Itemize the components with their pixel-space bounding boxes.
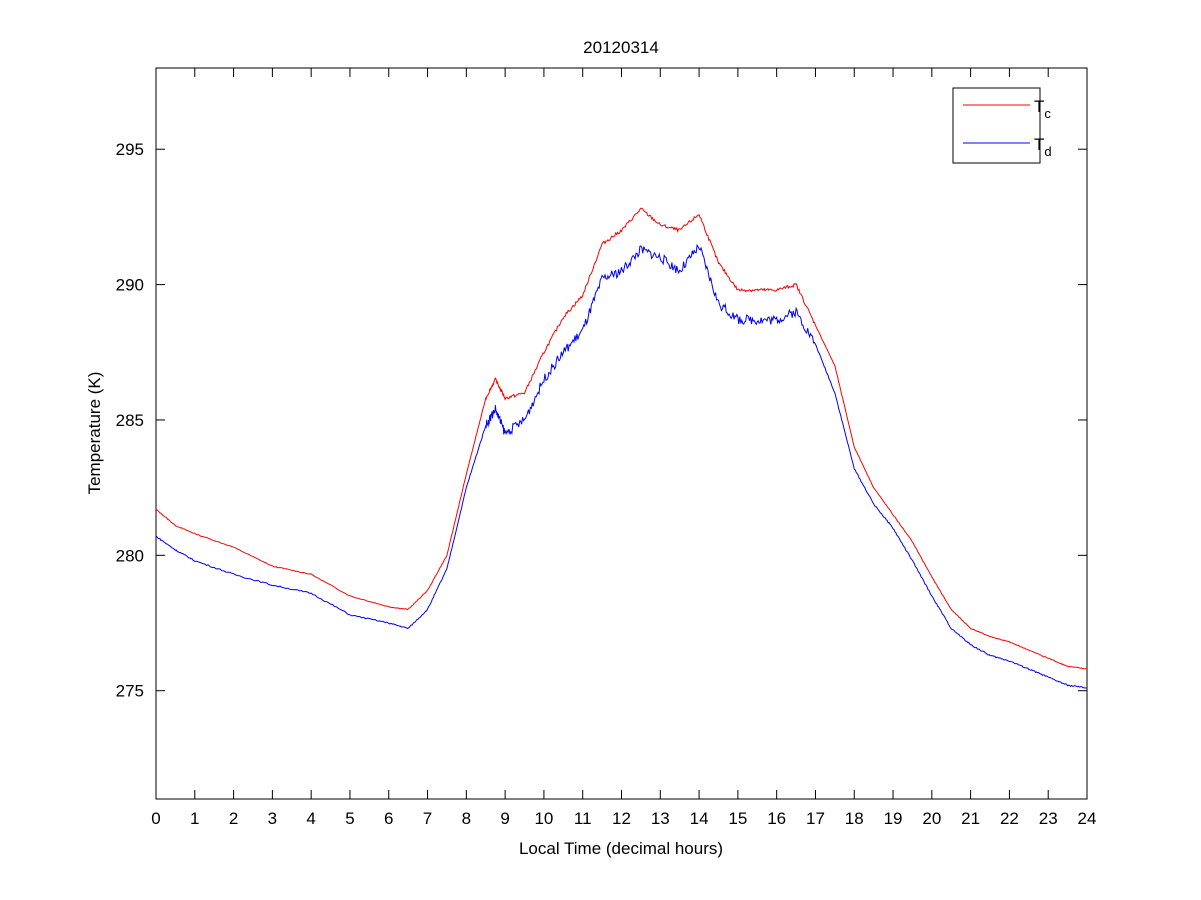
- x-tick-label: 3: [268, 809, 277, 828]
- x-tick-label: 9: [500, 809, 509, 828]
- x-tick-label: 18: [845, 809, 864, 828]
- x-tick-label: 8: [462, 809, 471, 828]
- x-tick-label: 6: [384, 809, 393, 828]
- chart-title: 20120314: [583, 38, 659, 57]
- legend-label-td: Td: [1034, 135, 1052, 159]
- x-tick-label: 1: [190, 809, 199, 828]
- legend: Tc Td: [952, 87, 1052, 164]
- x-tick-label: 4: [306, 809, 315, 828]
- y-axis-label: Temperature (K): [85, 372, 104, 495]
- x-tick-label: 20: [922, 809, 941, 828]
- x-tick-label: 13: [651, 809, 670, 828]
- x-tick-label: 19: [884, 809, 903, 828]
- x-tick-label: 10: [534, 809, 553, 828]
- series-line-c: [155, 207, 1088, 670]
- x-tick-label: 5: [345, 809, 354, 828]
- y-tick-label: 275: [116, 682, 144, 701]
- y-tick-label: 285: [116, 411, 144, 430]
- x-tick-label: 12: [612, 809, 631, 828]
- x-tick-label: 11: [574, 809, 592, 828]
- x-tick-label: 2: [229, 809, 238, 828]
- x-axis-label: Local Time (decimal hours): [519, 839, 723, 858]
- x-tick-label: 16: [767, 809, 786, 828]
- x-tick-label: 0: [151, 809, 160, 828]
- series-line-d: [155, 243, 1088, 689]
- legend-label-tc: Tc: [1034, 97, 1051, 121]
- y-tick-label: 295: [116, 140, 144, 159]
- x-tick-label: 23: [1039, 809, 1058, 828]
- x-tick-label: 15: [728, 809, 747, 828]
- y-tick-label: 280: [116, 546, 144, 565]
- legend-box: [952, 87, 1041, 164]
- x-tick-label: 21: [961, 809, 980, 828]
- plot-area: [155, 67, 1088, 800]
- x-tick-label: 7: [423, 809, 432, 828]
- x-tick-label: 22: [1000, 809, 1019, 828]
- x-tick-label: 17: [806, 809, 825, 828]
- y-tick-label: 290: [116, 276, 144, 295]
- x-tick-label: 24: [1078, 809, 1097, 828]
- x-tick-label: 14: [690, 809, 709, 828]
